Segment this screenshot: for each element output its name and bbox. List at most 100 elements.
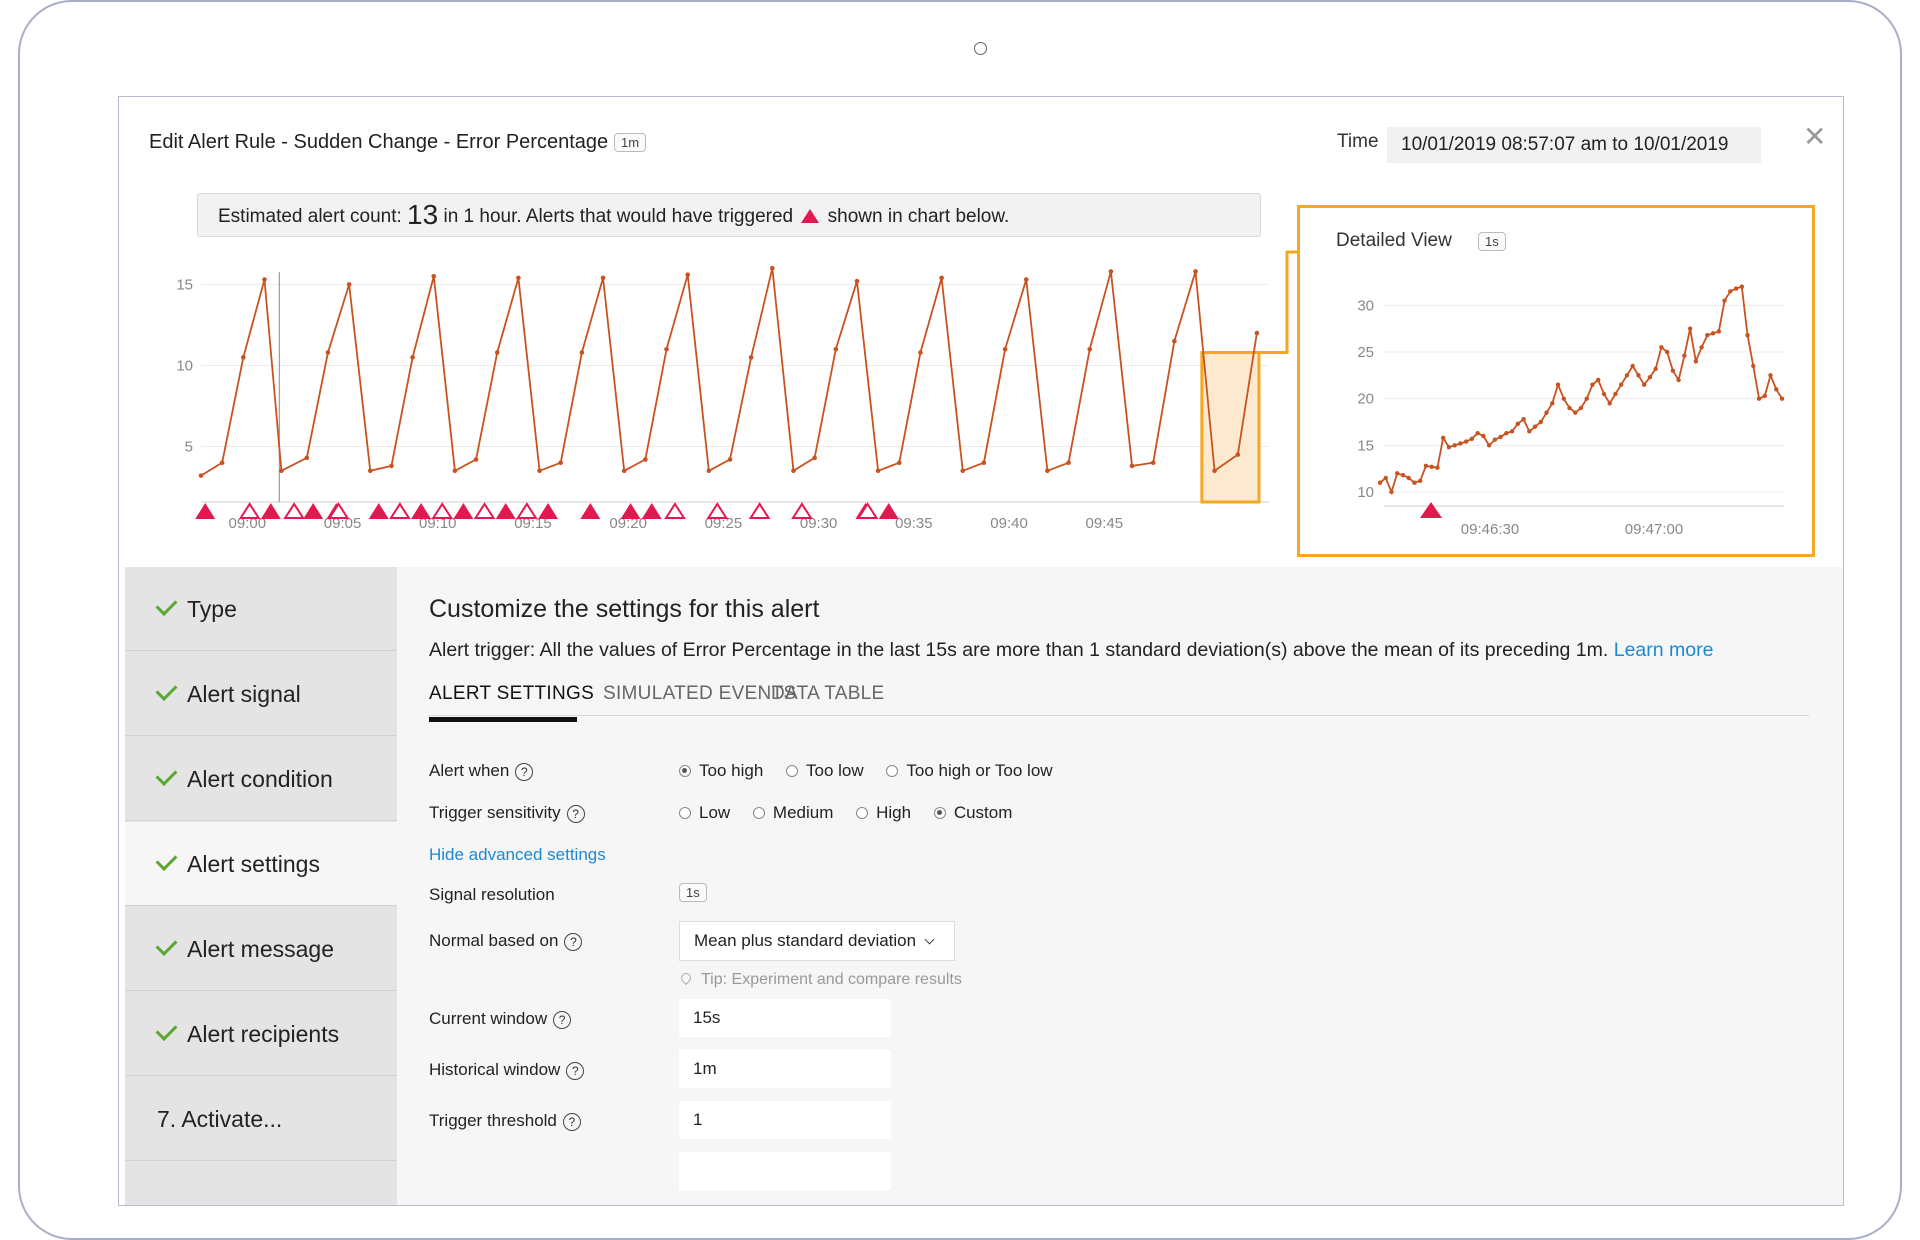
data-point	[1066, 460, 1071, 465]
data-point	[1458, 441, 1463, 446]
close-icon[interactable]: ✕	[1803, 121, 1827, 152]
radio-too-high[interactable]: Too high	[679, 761, 763, 781]
resolution-badge: 1m	[614, 133, 647, 152]
help-icon[interactable]: ?	[553, 1011, 572, 1029]
alert-when-label: Alert when?	[429, 761, 534, 781]
hide-advanced-settings-link[interactable]: Hide advanced settings	[429, 845, 606, 864]
sidebar-item-alert-message[interactable]: Alert message	[125, 907, 397, 991]
data-point	[579, 350, 585, 355]
tip-label: Tip: Experiment and compare results	[701, 971, 962, 988]
data-point	[198, 473, 204, 478]
alert-triangle-icon	[801, 209, 820, 223]
data-point	[1676, 377, 1681, 383]
current-window-label: Current window?	[429, 1009, 572, 1029]
help-icon[interactable]: ?	[566, 805, 585, 823]
time-range-field[interactable]: 10/01/2019 08:57:07 am to 10/01/2019	[1387, 127, 1761, 163]
data-point	[833, 346, 839, 352]
data-point	[473, 457, 479, 462]
estimate-suffix: shown in chart below.	[827, 206, 1010, 227]
data-point	[643, 457, 648, 462]
data-point	[1573, 410, 1578, 415]
x-tick-label: 09:46:30	[1461, 521, 1519, 538]
alert-marker-triggered	[538, 503, 559, 519]
data-point	[1647, 375, 1653, 380]
data-point	[770, 265, 775, 271]
radio-low[interactable]: Low	[679, 803, 730, 823]
estimate-middle: in 1 hour. Alerts that would have trigge…	[443, 206, 794, 227]
field-label: Normal based on	[429, 931, 559, 950]
tab-alert-settings[interactable]: ALERT SETTINGS	[429, 683, 594, 722]
alert-marker-simulated	[706, 502, 729, 519]
sidebar-item-label: Alert message	[187, 936, 335, 962]
radio-high[interactable]: High	[856, 803, 911, 823]
sidebar-item-alert-condition[interactable]: Alert condition	[125, 737, 397, 821]
learn-more-link[interactable]: Learn more	[1613, 639, 1714, 661]
trigger-sensitivity-label: Trigger sensitivity?	[429, 803, 585, 823]
data-point	[1687, 326, 1693, 331]
help-icon[interactable]: ?	[566, 1062, 585, 1080]
sidebar-item-label: Activate...	[181, 1106, 283, 1132]
data-point	[918, 350, 923, 355]
radio-too-low[interactable]: Too low	[786, 761, 864, 781]
data-point	[1087, 346, 1093, 352]
sidebar-item-alert-recipients[interactable]: Alert recipients	[125, 992, 397, 1076]
main-chart[interactable]: 5 10 15 09:00 09:05 09:10 09:15 09:20 09:25 09:30…	[119, 97, 1844, 577]
tab-simulated-events[interactable]: SIMULATED EVENTS	[603, 683, 797, 704]
sidebar-item-alert-signal[interactable]: Alert signal	[125, 652, 397, 736]
chevron-down-icon	[924, 934, 935, 945]
radio-label: High	[876, 803, 912, 822]
data-point	[1383, 475, 1388, 481]
y-tick-label: 10	[1357, 484, 1374, 501]
data-point	[1664, 349, 1670, 355]
data-point	[1774, 387, 1779, 392]
data-point	[1733, 286, 1739, 291]
trigger-threshold-input[interactable]: 1	[679, 1101, 891, 1139]
radio-custom[interactable]: Custom	[933, 803, 1012, 823]
sidebar-item-activate[interactable]: 7. Activate...	[125, 1077, 397, 1161]
radio-medium[interactable]: Medium	[752, 803, 833, 823]
series-line	[1379, 285, 1783, 495]
alert-when-radio-group: Too high Too low Too high or Too low	[679, 761, 1071, 781]
radio-selected-icon	[933, 807, 946, 819]
data-point	[939, 275, 944, 281]
data-point	[600, 275, 606, 281]
tab-data-table[interactable]: DATA TABLE	[771, 683, 885, 704]
data-point	[1440, 435, 1446, 441]
current-window-input[interactable]: 15s	[679, 999, 891, 1037]
sidebar-item-type[interactable]: Type	[125, 567, 397, 651]
alert-marker-triggered	[878, 503, 899, 519]
help-icon[interactable]: ?	[562, 1113, 581, 1131]
check-icon	[155, 764, 178, 786]
normal-based-on-select[interactable]: Mean plus standard deviation	[679, 921, 955, 961]
data-point	[1492, 437, 1498, 442]
data-point	[1699, 345, 1704, 350]
y-tick-label: 20	[1357, 391, 1374, 408]
data-point	[1739, 284, 1744, 289]
sidebar-item-alert-settings[interactable]: Alert settings	[125, 822, 397, 906]
help-icon[interactable]: ?	[564, 933, 583, 951]
x-tick-label: 09:35	[895, 515, 933, 532]
alert-marker-simulated	[283, 502, 305, 519]
data-point	[1481, 433, 1486, 439]
alert-marker-simulated	[431, 502, 454, 519]
data-point	[1722, 298, 1727, 303]
help-icon[interactable]: ?	[515, 763, 534, 781]
historical-window-input[interactable]: 1m	[679, 1050, 891, 1088]
field-label: Historical window	[429, 1060, 561, 1079]
page-title: Edit Alert Rule - Sudden Change - Error …	[149, 131, 609, 153]
signal-resolution-badge: 1s	[679, 883, 707, 902]
detailed-view-chart[interactable]: 10 15 20 25 30 09:46:30 09:47:00	[1300, 208, 1812, 554]
settings-tabs: ALERT SETTINGS SIMULATED EVENTS DATA TAB…	[429, 677, 1809, 722]
next-setting-input[interactable]	[679, 1152, 891, 1190]
data-point	[1521, 417, 1526, 422]
data-point	[1498, 434, 1503, 440]
radio-too-high-or-too-low[interactable]: Too high or Too low	[886, 761, 1053, 781]
data-point	[1418, 478, 1423, 483]
data-point	[1412, 480, 1417, 485]
detailed-view-resolution-badge: 1s	[1478, 232, 1506, 251]
y-tick-label: 5	[185, 438, 193, 455]
check-icon	[155, 849, 178, 871]
data-point	[1544, 410, 1549, 415]
radio-icon	[786, 765, 799, 777]
device-frame: Edit Alert Rule - Sudden Change - Error …	[18, 0, 1902, 1240]
